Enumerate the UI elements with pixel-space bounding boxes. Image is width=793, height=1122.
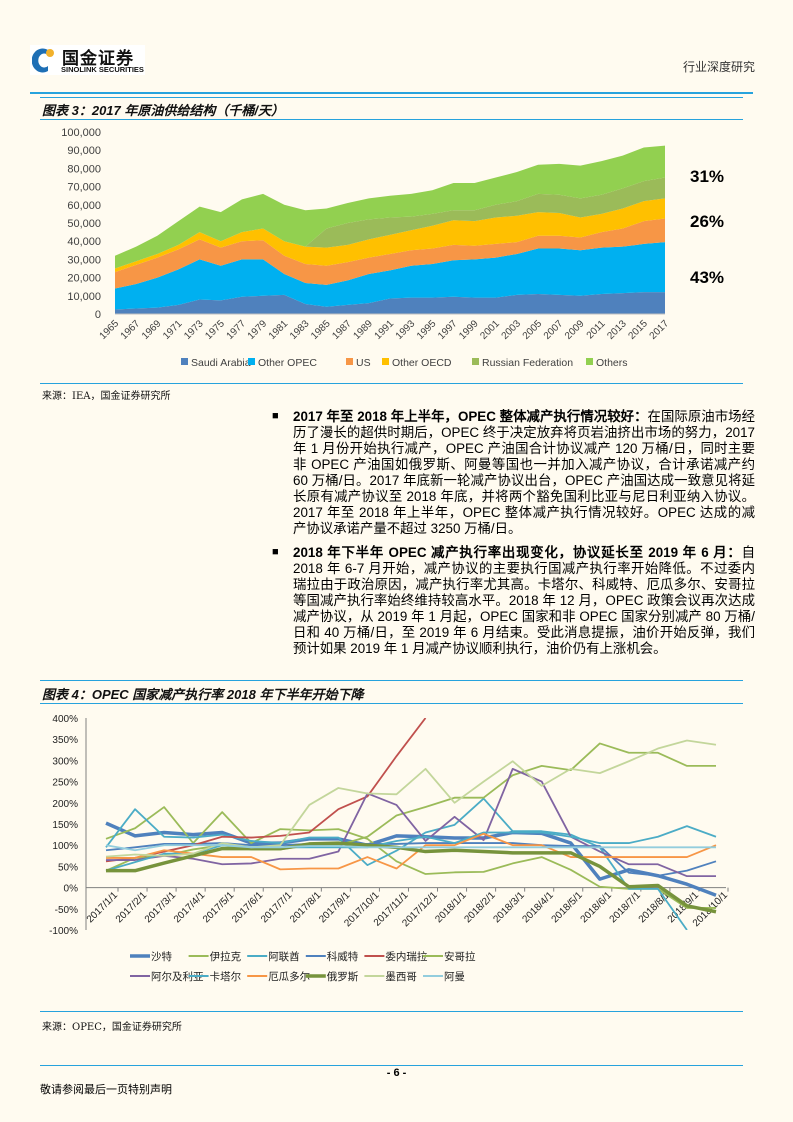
- y-tick-label: 20,000: [67, 273, 101, 285]
- y-tick-label: 0%: [64, 884, 79, 895]
- y-tick-label: -100%: [49, 926, 78, 937]
- line-series-4: [105, 718, 427, 863]
- y-tick-label: 300%: [52, 756, 78, 767]
- legend-label: 阿联酋: [268, 950, 300, 963]
- y-tick-label: 90,000: [67, 145, 101, 157]
- y-tick-label: -50%: [55, 905, 78, 916]
- paragraph-1-text: 在国际原油市场经历了漫长的超供时期后，OPEC 终于决定放弃将页岩油挤出市场的努…: [293, 409, 755, 536]
- area-series-3: [115, 198, 665, 273]
- legend-label: Other OPEC: [258, 357, 317, 369]
- line-series-11: [105, 844, 716, 852]
- line-series-1: [105, 806, 716, 909]
- legend-label: Russian Federation: [482, 357, 573, 369]
- line-series-6: [106, 767, 716, 878]
- legend-label: 阿曼: [444, 971, 465, 983]
- legend-label: 委内瑞拉: [385, 950, 427, 963]
- legend-label: 沙特: [151, 951, 172, 963]
- legend-label: 科威特: [327, 950, 359, 963]
- figure3-source: 来源：IEA，国金证券研究所: [42, 391, 171, 402]
- share-value: 43%: [690, 268, 725, 287]
- line-series-10: [105, 739, 717, 858]
- figure3-source-rule: [40, 383, 743, 384]
- supply-structure-chart: 0 10,000 20,000 30,000 40,000 50,000 60,000 70,…: [61, 127, 671, 369]
- paragraph-2-heading: 2018 年下半年 OPEC 减产执行率出现变化，协议延长至 2019 年 6 …: [293, 545, 742, 560]
- legend-label: Saudi Arabia: [191, 357, 251, 369]
- header-divider: [30, 92, 753, 94]
- figure3-top-rule: [40, 97, 743, 98]
- legend-label: US: [356, 357, 371, 369]
- y-tick-label: 200%: [52, 799, 78, 810]
- legend-label: 俄罗斯: [327, 970, 359, 983]
- y-tick-label: 40,000: [67, 236, 101, 248]
- share-value: 31%: [690, 167, 725, 186]
- y-tick-label: 10,000: [67, 291, 101, 303]
- page-number: - 6 -: [386, 1067, 407, 1079]
- area-series-5: [115, 145, 665, 269]
- y-tick-label: 50,000: [67, 218, 101, 230]
- figure3-bottom-rule: [40, 119, 743, 120]
- bullet-icon: ■: [272, 410, 279, 422]
- share-value: 26%: [690, 212, 725, 231]
- y-tick-label: 350%: [52, 735, 78, 746]
- legend-swatch: [586, 358, 593, 365]
- logo-text-en: SINOLINK SECURITIES: [61, 65, 144, 74]
- figure3-title: 图表 3：2017 年原油供给结构（千桶/天）: [42, 103, 284, 118]
- area-series-1: [115, 242, 665, 310]
- legend-label: 安哥拉: [444, 950, 476, 963]
- figure4-bottom-rule: [40, 703, 743, 704]
- legend-label: 厄瓜多尔: [268, 970, 310, 983]
- paragraph-2-text: 自 2018 年 6-7 月开始，减产协议的主要执行国减产执行率开始降低。不过委…: [293, 545, 755, 656]
- y-tick-label: 30,000: [67, 254, 101, 266]
- bullet-icon: ■: [272, 546, 279, 558]
- legend-label: Other OECD: [392, 357, 452, 369]
- logo-text-cn: 国金证券: [62, 49, 134, 68]
- line-series-2: [105, 797, 688, 930]
- share-label-others: 31%: [690, 167, 724, 187]
- paragraph-2: 2018 年下半年 OPEC 减产执行率出现变化，协议延长至 2019 年 6 …: [293, 545, 755, 657]
- disclaimer: 敬请参阅最后一页特别声明: [40, 1083, 172, 1096]
- figure4-top-rule: [40, 680, 743, 681]
- legend-swatch: [181, 358, 188, 365]
- y-tick-label: 400%: [52, 714, 78, 725]
- logo-mark-icon: [32, 48, 54, 73]
- line-series-7: [105, 825, 717, 872]
- y-tick-label: 0: [95, 309, 101, 321]
- line-series-3: [105, 842, 717, 877]
- legend-label: 阿尔及利亚: [151, 970, 204, 983]
- share-label-us-oecd: 26%: [690, 212, 724, 232]
- legend-swatch: [248, 358, 255, 365]
- legend-swatch: [346, 358, 353, 365]
- y-tick-label: 100,000: [61, 127, 101, 139]
- figure4-title: 图表 4：OPEC 国家减产执行率 2018 年下半年开始下降: [42, 687, 364, 702]
- y-tick-label: 60,000: [67, 200, 101, 212]
- paragraph-1: 2017 年至 2018 年上半年，OPEC 整体减产执行情况较好：在国际原油市…: [293, 409, 755, 537]
- legend-swatch: [472, 358, 479, 365]
- report-type: 行业深度研究: [682, 60, 755, 74]
- footer-divider: [40, 1065, 743, 1066]
- line-series-5: [105, 742, 716, 872]
- legend-label: Others: [596, 357, 628, 369]
- line-series-8: [106, 832, 717, 871]
- area-series-4: [115, 177, 665, 269]
- figure4-source-rule: [40, 1011, 743, 1012]
- area-series-2: [115, 218, 665, 289]
- y-tick-label: 100%: [52, 841, 78, 852]
- figure4-source: 来源：OPEC，国金证券研究所: [42, 1022, 182, 1033]
- legend-swatch: [382, 358, 389, 365]
- paragraph-1-heading: 2017 年至 2018 年上半年，OPEC 整体减产执行情况较好：: [293, 409, 648, 424]
- legend-label: 卡塔尔: [210, 970, 242, 983]
- area-series-0: [115, 292, 665, 314]
- line-series-9: [106, 841, 717, 914]
- y-tick-label: 70,000: [67, 182, 101, 194]
- y-tick-label: 150%: [52, 820, 78, 831]
- lines-group: [105, 718, 717, 930]
- y-tick-label: 50%: [58, 862, 78, 873]
- opec-compliance-chart: -100% -50% 0% 50% 100% 150% 200% 250% 300% 350% 40…: [49, 714, 730, 983]
- y-tick-label: 80,000: [67, 163, 101, 175]
- legend-label: 墨西哥: [385, 971, 417, 983]
- share-label-opec: 43%: [690, 268, 724, 288]
- legend-label: 伊拉克: [210, 950, 242, 963]
- y-tick-label: 250%: [52, 778, 78, 789]
